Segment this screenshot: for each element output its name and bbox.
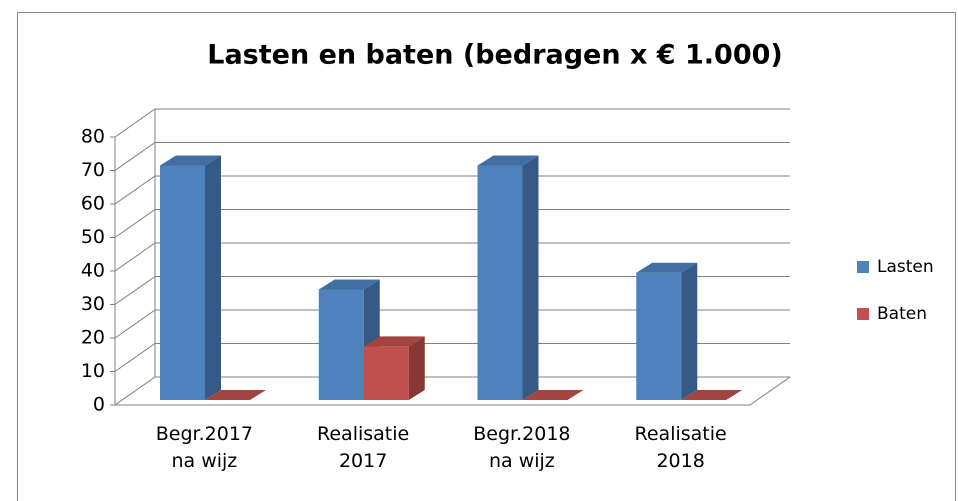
y-tick-label: 70 [81, 159, 105, 181]
bar-top [160, 155, 221, 166]
legend-label: Lasten [877, 257, 934, 277]
legend-label: Baten [877, 304, 927, 324]
grid-line [114, 209, 790, 238]
bar-side [681, 262, 698, 400]
bar-top [636, 262, 698, 273]
x-tick-label: Realisatie 2017 [317, 423, 409, 472]
bar [477, 155, 539, 400]
x-tick-label: Begr.2017 na wijz [156, 423, 253, 472]
legend-swatch [857, 261, 869, 273]
bar [522, 390, 584, 400]
grid-line [114, 343, 790, 372]
grid-line [114, 142, 790, 171]
y-tick-label: 10 [81, 360, 105, 382]
bar-top [318, 279, 380, 290]
x-tick-line: 2017 [339, 450, 387, 472]
bar-top [522, 390, 584, 400]
grid-line [114, 376, 790, 406]
grid-line [114, 175, 790, 205]
bar-front [160, 165, 205, 400]
grid-line [114, 108, 790, 138]
bar-top [477, 155, 539, 166]
legend-swatch [857, 308, 869, 320]
bar [636, 262, 698, 400]
x-tick-line: Begr.2018 [473, 423, 570, 445]
y-tick-label: 50 [81, 226, 105, 248]
y-tick-label: 40 [81, 260, 105, 282]
y-tick-label: 80 [81, 126, 105, 148]
x-tick-line: Realisatie [317, 423, 409, 445]
x-tick-line: Begr.2017 [156, 423, 253, 445]
bar [681, 390, 743, 400]
bar-side [205, 155, 221, 400]
grid-line [114, 276, 790, 305]
x-tick-line: na wijz [489, 450, 555, 472]
bar [363, 336, 425, 400]
grid-line [114, 309, 790, 339]
floor-line [749, 376, 791, 406]
x-tick-label: Begr.2018 na wijz [473, 423, 570, 472]
x-tick-line: na wijz [171, 450, 237, 472]
bar [205, 390, 266, 400]
bar-front [363, 346, 409, 400]
bar-top [205, 390, 266, 400]
y-tick-label: 20 [81, 327, 105, 349]
y-tick-label: 60 [81, 193, 105, 215]
bar-side [522, 155, 539, 400]
y-tick-label: 30 [81, 293, 105, 315]
bar-front [318, 289, 364, 400]
bar-top [681, 390, 743, 400]
bar-side [408, 336, 425, 400]
y-tick-label: 0 [93, 394, 105, 416]
grid-line [114, 242, 790, 272]
chart-title: Lasten en baten (bedragen x € 1.000) [207, 40, 783, 71]
x-tick-label: Realisatie 2018 [635, 423, 727, 472]
bar-front [636, 272, 682, 400]
bar-front [477, 165, 523, 400]
bar [160, 155, 221, 400]
x-tick-line: 2018 [656, 450, 704, 472]
x-tick-line: Realisatie [635, 423, 727, 445]
bar-top [363, 336, 425, 347]
